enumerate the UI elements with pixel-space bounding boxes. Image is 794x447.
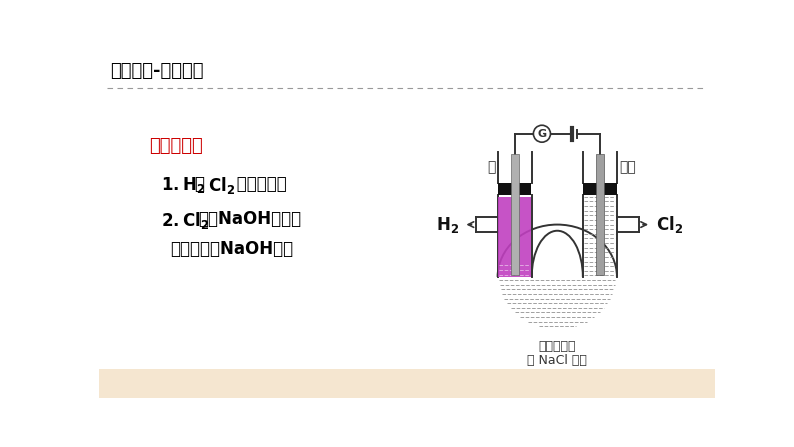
- Bar: [511, 154, 518, 275]
- Text: $\mathbf{Cl_2}$: $\mathbf{Cl_2}$: [656, 214, 683, 235]
- Text: 会和NaOH反应，: 会和NaOH反应，: [198, 210, 302, 228]
- Bar: [596, 154, 603, 275]
- Circle shape: [534, 125, 550, 142]
- Text: 的 NaCl 溶液: 的 NaCl 溶液: [527, 354, 588, 367]
- Text: $\mathbf{2.Cl_2}$: $\mathbf{2.Cl_2}$: [161, 210, 210, 231]
- Text: 加酚酞试液: 加酚酞试液: [538, 340, 576, 353]
- Text: $\mathbf{H_2}$: $\mathbf{H_2}$: [436, 215, 459, 235]
- Text: 知识精讲-氯碱工业: 知识精讲-氯碱工业: [110, 62, 203, 80]
- Bar: [499, 197, 531, 277]
- Text: 石墨: 石墨: [619, 160, 636, 175]
- Bar: [584, 183, 617, 195]
- Text: 和: 和: [194, 175, 204, 193]
- Text: $\mathbf{Cl_2}$: $\mathbf{Cl_2}$: [208, 175, 235, 196]
- Text: 混合不安全: 混合不安全: [231, 175, 287, 193]
- Bar: [99, 369, 715, 398]
- Text: 铁: 铁: [488, 160, 496, 175]
- Text: G: G: [538, 129, 546, 139]
- Text: 装置缺点：: 装置缺点：: [149, 137, 203, 155]
- Bar: [498, 183, 531, 195]
- Text: $\mathbf{1.H_2}$: $\mathbf{1.H_2}$: [161, 175, 206, 195]
- Text: 会使得到的NaOH不纯: 会使得到的NaOH不纯: [171, 240, 294, 258]
